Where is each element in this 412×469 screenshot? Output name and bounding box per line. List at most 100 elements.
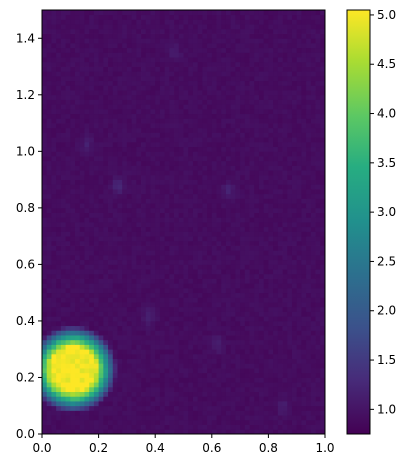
heatmap-cell	[310, 207, 316, 213]
heatmap-cell	[169, 146, 175, 152]
heatmap-cell	[211, 160, 217, 166]
heatmap-cell	[117, 42, 123, 49]
heatmap-cell	[89, 170, 95, 176]
heatmap-cell	[287, 189, 293, 195]
heatmap-cell	[207, 283, 213, 289]
heatmap-cell	[169, 212, 175, 218]
heatmap-cell	[60, 325, 66, 331]
heatmap-cell	[202, 349, 208, 355]
heatmap-cell	[268, 151, 274, 157]
heatmap-cell	[155, 382, 161, 388]
heatmap-cell	[155, 132, 161, 138]
heatmap-cell	[84, 349, 90, 355]
heatmap-cell	[164, 287, 170, 294]
heatmap-cell	[230, 344, 236, 350]
heatmap-cell	[46, 320, 52, 327]
heatmap-cell	[164, 339, 170, 345]
heatmap-cell	[188, 141, 194, 148]
heatmap-cell	[141, 349, 147, 355]
heatmap-cell	[98, 226, 104, 232]
heatmap-cell	[282, 104, 288, 110]
heatmap-cell	[56, 325, 62, 331]
heatmap-cell	[225, 429, 232, 435]
heatmap-cell	[258, 363, 265, 369]
heatmap-cell	[254, 151, 260, 157]
heatmap-cell	[136, 66, 142, 72]
heatmap-cell	[254, 57, 260, 63]
heatmap-cell	[93, 61, 99, 67]
heatmap-cell	[136, 386, 142, 392]
heatmap-cell	[169, 108, 175, 115]
heatmap-cell	[301, 123, 307, 129]
heatmap-cell	[46, 174, 52, 180]
heatmap-cell	[282, 151, 288, 157]
heatmap-cell	[108, 391, 114, 397]
heatmap-cell	[310, 287, 316, 294]
heatmap-cell	[51, 353, 57, 360]
heatmap-cell	[65, 415, 71, 421]
heatmap-cell	[98, 283, 104, 289]
heatmap-cell	[65, 52, 71, 58]
heatmap-cell	[169, 306, 175, 312]
heatmap-cell	[117, 401, 123, 407]
heatmap-cell	[117, 85, 123, 91]
heatmap-cell	[315, 297, 321, 303]
heatmap-cell	[75, 335, 81, 341]
heatmap-cell	[310, 85, 316, 91]
heatmap-cell	[296, 75, 302, 82]
heatmap-cell	[65, 339, 71, 345]
heatmap-cell	[136, 292, 142, 298]
heatmap-cell	[192, 151, 199, 157]
heatmap-cell	[112, 330, 118, 336]
heatmap-cell	[112, 193, 118, 199]
heatmap-cell	[197, 156, 203, 162]
heatmap-cell	[258, 57, 265, 63]
heatmap-cell	[46, 47, 52, 53]
heatmap-cell	[235, 151, 241, 157]
heatmap-cell	[296, 226, 302, 232]
heatmap-cell	[70, 85, 76, 91]
heatmap-cell	[164, 386, 170, 392]
heatmap-cell	[235, 42, 241, 49]
heatmap-cell	[268, 156, 274, 162]
heatmap-cell	[282, 80, 288, 86]
heatmap-cell	[202, 297, 208, 303]
heatmap-cell	[145, 90, 151, 96]
heatmap-cell	[155, 184, 161, 190]
heatmap-cell	[183, 160, 189, 166]
heatmap-cell	[75, 212, 81, 218]
heatmap-cell	[258, 306, 265, 312]
heatmap-cell	[89, 104, 95, 110]
heatmap-cell	[126, 424, 133, 430]
heatmap-cell	[112, 71, 118, 77]
heatmap-cell	[254, 377, 260, 383]
heatmap-cell	[164, 391, 170, 397]
heatmap-cell	[122, 339, 128, 345]
heatmap-cell	[315, 283, 321, 289]
heatmap-cell	[75, 273, 81, 279]
heatmap-cell	[164, 104, 170, 110]
heatmap-cell	[126, 382, 133, 388]
heatmap-cell	[169, 396, 175, 402]
heatmap-cell	[117, 132, 123, 138]
heatmap-cell	[51, 170, 57, 176]
heatmap-cell	[192, 132, 199, 138]
heatmap-cell	[150, 99, 156, 105]
heatmap-cell	[192, 377, 199, 383]
heatmap-cell	[310, 217, 316, 223]
heatmap-cell	[136, 415, 142, 421]
heatmap-cell	[84, 250, 90, 256]
heatmap-cell	[131, 207, 137, 213]
heatmap-cell	[169, 273, 175, 279]
heatmap-cell	[244, 207, 250, 213]
heatmap-cell	[155, 141, 161, 148]
heatmap-cell	[207, 99, 213, 105]
heatmap-cell	[202, 320, 208, 327]
heatmap-cell	[263, 254, 269, 261]
heatmap-cell	[159, 401, 166, 407]
heatmap-cell	[117, 198, 123, 204]
heatmap-cell	[136, 316, 142, 322]
heatmap-cell	[98, 118, 104, 124]
heatmap-cell	[282, 429, 288, 435]
heatmap-cell	[216, 212, 222, 218]
